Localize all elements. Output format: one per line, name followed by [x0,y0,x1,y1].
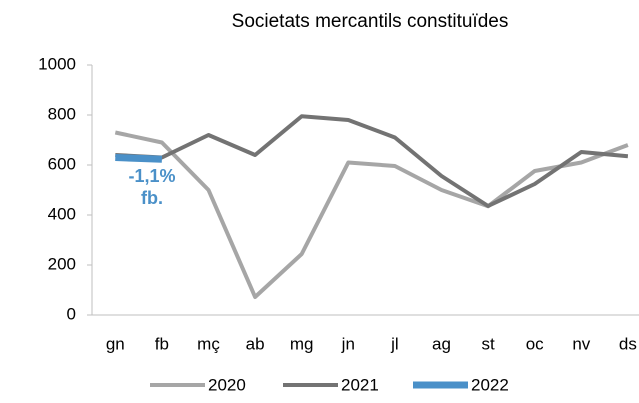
y-tick-label: 200 [48,254,76,273]
x-tick-label: ag [432,334,451,353]
legend-label: 2020 [208,375,246,394]
x-tick-label: st [481,334,495,353]
x-tick-label: fb [155,334,169,353]
x-tick-label: gn [106,334,125,353]
x-tick-label: ab [246,334,265,353]
series-line [114,130,629,299]
x-tick-label: jl [390,334,399,353]
chart-title: Societats mercantils constituïdes [232,11,509,32]
y-tick-label: 1000 [38,54,76,73]
x-tick-label: mg [290,334,314,353]
y-tick-label: 600 [48,154,76,173]
legend-label: 2022 [471,375,509,394]
y-tick-label: 800 [48,104,76,123]
y-tick-label: 400 [48,204,76,223]
x-tick-label: jn [341,334,355,353]
y-tick-label: 0 [67,304,76,323]
annotation: fb. [141,188,163,208]
x-tick-label: ds [619,334,637,353]
legend-label: 2021 [341,375,379,394]
x-tick-label: nv [572,334,590,353]
series-line [115,154,163,163]
x-tick-label: mç [197,334,220,353]
series-line [115,114,629,208]
annotation: -1,1% [128,166,175,186]
x-tick-label: oc [526,334,544,353]
